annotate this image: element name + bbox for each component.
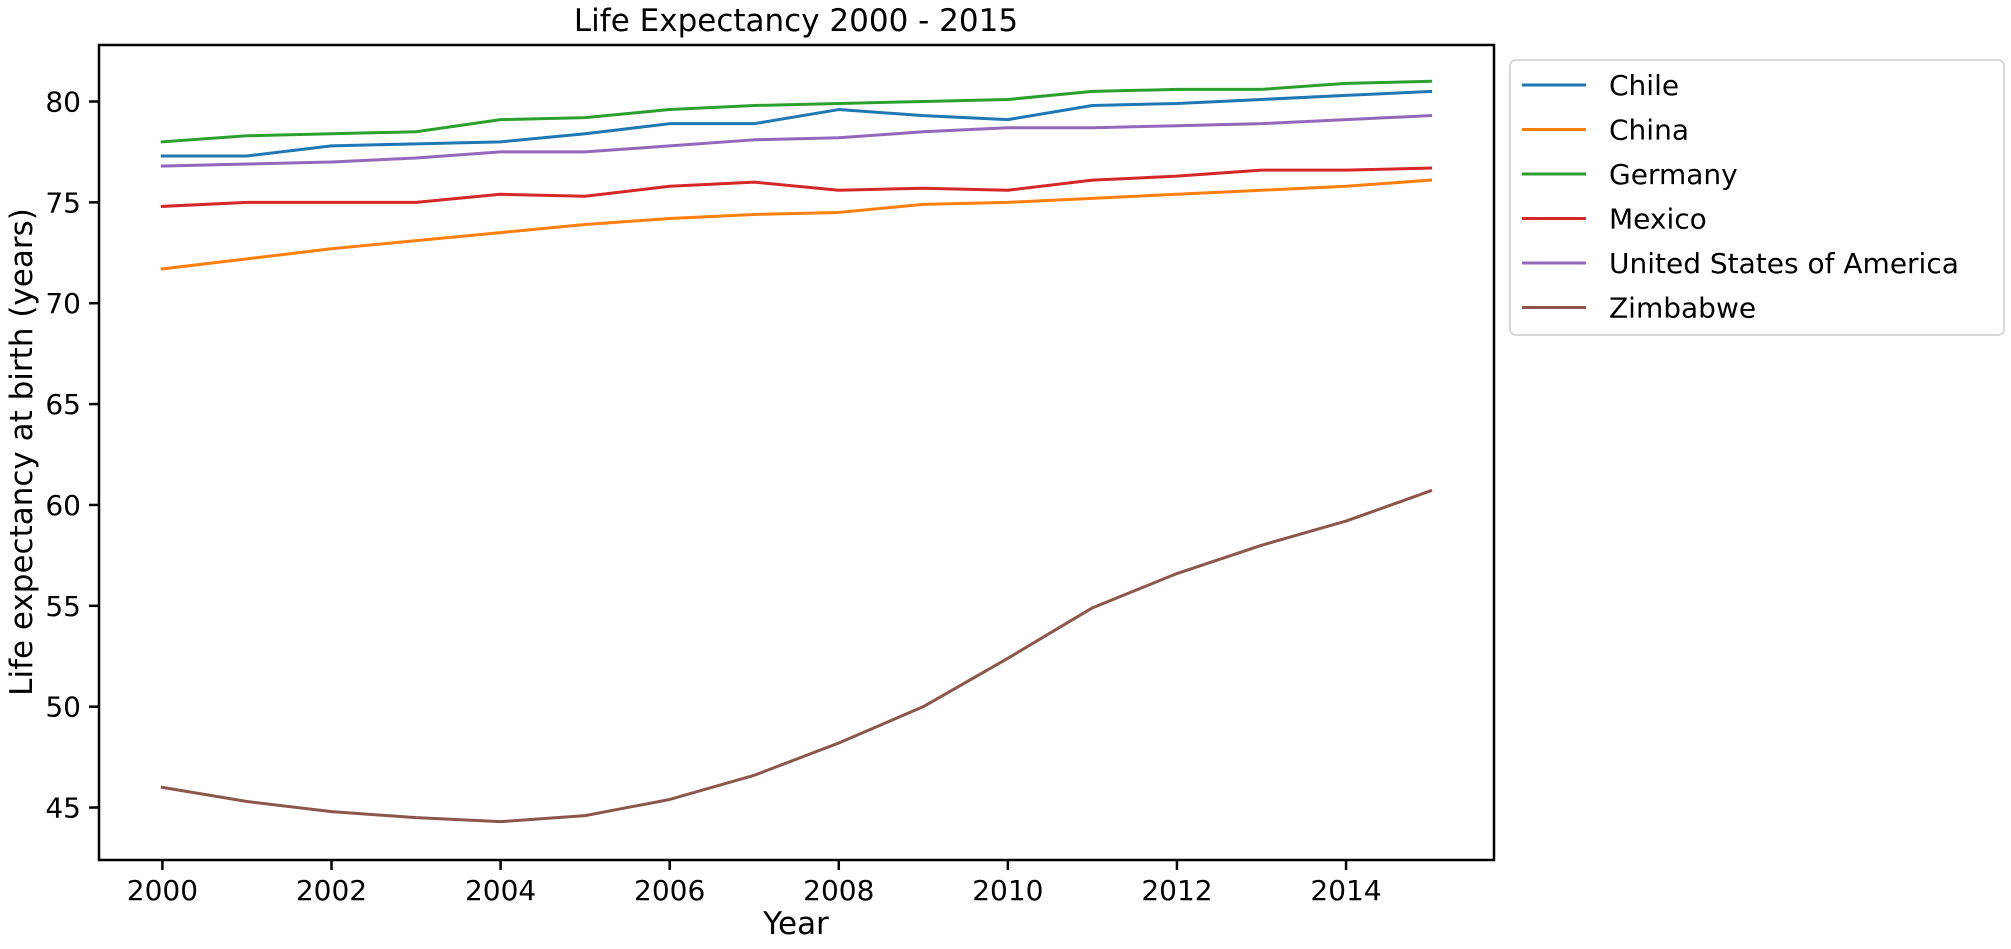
plot-area-frame [97,43,1496,862]
x-tick-label: 2000 [127,874,198,907]
x-tick-label: 2010 [972,874,1043,907]
series-line-chile[interactable] [160,89,1433,158]
y-tick-label: 70 [45,287,81,320]
x-axis: 2000 2002 2004 2006 2008 2010 2012 2014 [127,860,1382,907]
x-tick-label: 2008 [803,874,874,907]
y-tick-label: 75 [45,186,81,219]
series-layer [160,79,1433,824]
legend-label: China [1609,114,1689,147]
y-tick-label: 55 [45,590,81,623]
legend-item[interactable]: Mexico [1522,203,1707,236]
legend-label: Germany [1609,158,1738,191]
legend-item[interactable]: Zimbabwe [1522,292,1756,325]
y-axis-label: Life expectancy at birth (years) [4,208,40,696]
x-tick-label: 2012 [1141,874,1212,907]
series-line-mexico[interactable] [160,166,1433,208]
series-line-united-states-of-america[interactable] [160,114,1433,168]
x-tick-label: 2014 [1310,874,1381,907]
y-tick-label: 50 [45,691,81,724]
legend-frame [1509,59,2005,336]
chart-title: Life Expectancy 2000 - 2015 [574,3,1018,39]
series-line-china[interactable] [160,178,1433,271]
y-tick-label: 45 [45,792,81,825]
x-tick-label: 2006 [634,874,705,907]
x-tick-label: 2004 [465,874,536,907]
series-line-zimbabwe[interactable] [160,488,1433,824]
y-tick-label: 60 [45,489,81,522]
legend-label: Zimbabwe [1609,292,1756,325]
legend-item[interactable]: United States of America [1522,247,1959,280]
series-line-germany[interactable] [160,79,1433,144]
x-axis-label: Year [762,906,829,942]
y-tick-label: 80 [45,85,81,118]
y-axis: 45 50 55 60 65 70 75 80 [45,85,99,825]
legend-items: Chile China Germany Mexico United States of … [1522,69,1959,325]
legend-label: Chile [1609,69,1679,102]
y-tick-label: 65 [45,388,81,421]
legend-item[interactable]: Chile [1522,69,1679,102]
legend-item[interactable]: China [1522,114,1689,147]
legend-label: Mexico [1609,203,1707,236]
legend[interactable]: Chile China Germany Mexico United States of … [1509,59,2005,336]
x-tick-label: 2002 [296,874,367,907]
legend-label: United States of America [1609,247,1959,280]
legend-item[interactable]: Germany [1522,158,1738,191]
